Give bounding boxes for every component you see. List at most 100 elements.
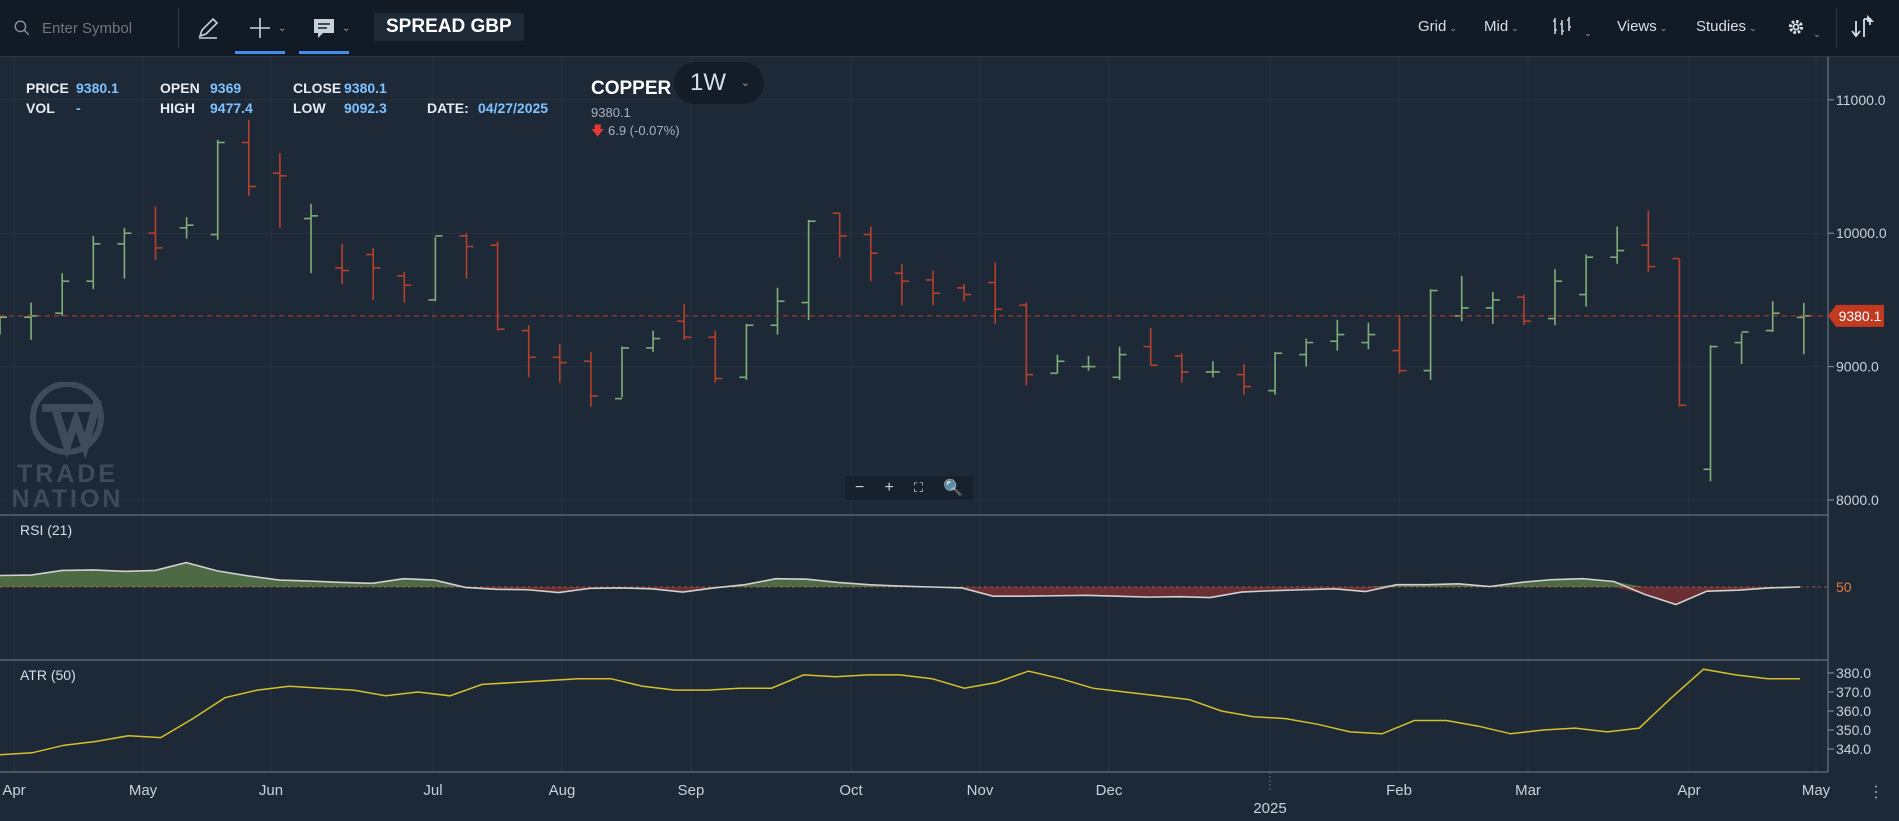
- ohlc-bar: [1672, 257, 1687, 407]
- ohlc-bar: [739, 323, 754, 380]
- vol-label: VOL: [26, 100, 55, 116]
- symbol-search[interactable]: [14, 14, 174, 42]
- views-menu-label: Views: [1617, 18, 1657, 35]
- ohlc-bar: [459, 233, 474, 279]
- price-side-menu[interactable]: Mid ⌄: [1484, 18, 1519, 35]
- ohlc-bar: [210, 139, 225, 240]
- more-options-icon[interactable]: ⋮: [1868, 784, 1884, 801]
- symbol-search-input[interactable]: [40, 18, 174, 38]
- chevron-down-icon: ⌄: [1584, 28, 1592, 38]
- ohlc-bar: [1361, 322, 1376, 350]
- pop-out-icon: [1851, 15, 1874, 38]
- y-tick-label: 9000.0: [1836, 359, 1879, 375]
- price-side-menu-label: Mid: [1484, 18, 1509, 35]
- ohlc-bar: [1796, 302, 1811, 355]
- ohlc-bar: [428, 235, 443, 302]
- toolbar-divider: [178, 8, 179, 48]
- grid-menu[interactable]: Grid ⌄: [1418, 18, 1457, 35]
- chevron-down-icon[interactable]: ⌄: [342, 22, 351, 34]
- ohlc-bar: [272, 153, 287, 228]
- chevron-down-icon: ⌄: [1659, 23, 1668, 33]
- studies-menu[interactable]: Studies ⌄: [1696, 18, 1757, 35]
- zoom-controls: − + ⛶ 🔍: [845, 476, 973, 500]
- ohlc-bar: [1019, 302, 1034, 386]
- ohlc-bar: [615, 346, 629, 400]
- x-tick-label: Jul: [423, 782, 442, 799]
- chevron-down-icon: ⌄: [1749, 23, 1757, 33]
- x-tick-label: Jun: [259, 782, 283, 799]
- ohlc-bar: [1610, 226, 1625, 264]
- chevron-down-icon[interactable]: ⌄: [278, 22, 287, 34]
- rsi-fill-below: [0, 587, 1800, 605]
- ohlc-bar: [148, 206, 163, 260]
- atr-tick-label: 370.0: [1836, 684, 1871, 700]
- detach-chart-button[interactable]: [1850, 12, 1874, 44]
- date-label: DATE:: [427, 100, 469, 116]
- ohlc-bar: [1485, 291, 1500, 324]
- active-tool-indicator: [235, 51, 285, 54]
- rsi-fill-above: [0, 562, 1800, 587]
- timeframe-selector[interactable]: 1W ⌄: [674, 62, 764, 104]
- ohlc-bar: [1641, 210, 1656, 272]
- ohlc-bar: [117, 227, 132, 279]
- x-tick-label: May: [129, 782, 158, 799]
- instrument-last-price: 9380.1: [591, 105, 631, 120]
- top-toolbar: ⌄ ⌄ SPREAD GBP Grid⌄ Mid⌄ ⌄ Views⌄ Studi…: [0, 0, 1899, 57]
- draw-tool-button[interactable]: [196, 12, 220, 44]
- ohlc-bar: [1237, 363, 1251, 395]
- ohlc-bar: [1548, 269, 1562, 326]
- open-value: 9369: [210, 80, 242, 96]
- views-menu[interactable]: Views ⌄: [1617, 18, 1667, 35]
- watermark-line1: TRADE: [16, 460, 119, 488]
- ohlc-bar: [86, 235, 101, 290]
- watermark-text: TRADE NATION: [10, 462, 125, 512]
- fit-screen-icon[interactable]: ⛶: [913, 480, 923, 495]
- ohlc-bar: [179, 217, 194, 239]
- low-label: LOW: [293, 100, 326, 116]
- price-label: PRICE: [26, 80, 69, 96]
- account-type-label: SPREAD GBP: [374, 13, 524, 41]
- vol-value: -: [76, 100, 81, 116]
- x-tick-label: Mar: [1515, 782, 1541, 799]
- ohlc-bar: [957, 283, 972, 302]
- down-arrow-icon: 🡇: [591, 123, 605, 138]
- atr-tick-label: 360.0: [1836, 703, 1871, 719]
- ohlc-bars-icon: [1553, 17, 1571, 35]
- chevron-down-icon: ⌄: [1449, 23, 1457, 33]
- ohlc-bar: [55, 273, 70, 316]
- ohlc-bar: [0, 315, 7, 335]
- zoom-out-icon[interactable]: −: [855, 479, 865, 496]
- ohlc-bar: [1392, 315, 1407, 374]
- x-tick-label: Aug: [549, 782, 576, 799]
- last-price-tag: [1828, 304, 1884, 327]
- chart-type-menu[interactable]: ⌄: [1552, 16, 1592, 40]
- last-price-tag-text: 9380.1: [1839, 308, 1882, 324]
- ohlc-bar: [552, 343, 567, 383]
- y-tick-label: 10000.0: [1836, 225, 1887, 241]
- ohlc-bar: [1050, 354, 1065, 375]
- atr-tick-label: 350.0: [1836, 722, 1871, 738]
- open-label: OPEN: [160, 80, 200, 96]
- atr-tick-label: 380.0: [1836, 665, 1871, 681]
- ohlc-bar: [894, 263, 909, 306]
- chart-canvas[interactable]: 9380.1 11000.0 10000.0 9000.0 8000.0 50 380.0 3…: [0, 57, 1899, 821]
- reset-zoom-icon[interactable]: 🔍: [943, 480, 963, 497]
- ohlc-bar: [1174, 353, 1189, 383]
- x-tick-label: Nov: [967, 782, 994, 799]
- atr-tick-label: 340.0: [1836, 741, 1871, 757]
- annotation-tool-button[interactable]: ⌄: [299, 12, 351, 54]
- x-tick-label: Dec: [1096, 782, 1123, 799]
- ohlc-bar: [24, 302, 39, 340]
- crosshair-tool-button[interactable]: ⌄: [235, 12, 287, 54]
- atr-pane-label: ATR (50): [20, 667, 76, 683]
- ohlc-bar: [397, 271, 412, 303]
- ohlc-bar: [801, 219, 816, 320]
- settings-menu[interactable]: ⌄: [1786, 17, 1821, 41]
- ohlc-bar: [1703, 345, 1718, 482]
- date-value: 04/27/2025: [478, 100, 549, 116]
- zoom-in-icon[interactable]: +: [884, 479, 894, 496]
- trade-nation-logo: [30, 382, 104, 460]
- chevron-down-icon: ⌄: [740, 77, 750, 89]
- search-icon: [14, 20, 30, 36]
- ohlc-bar: [1299, 338, 1314, 367]
